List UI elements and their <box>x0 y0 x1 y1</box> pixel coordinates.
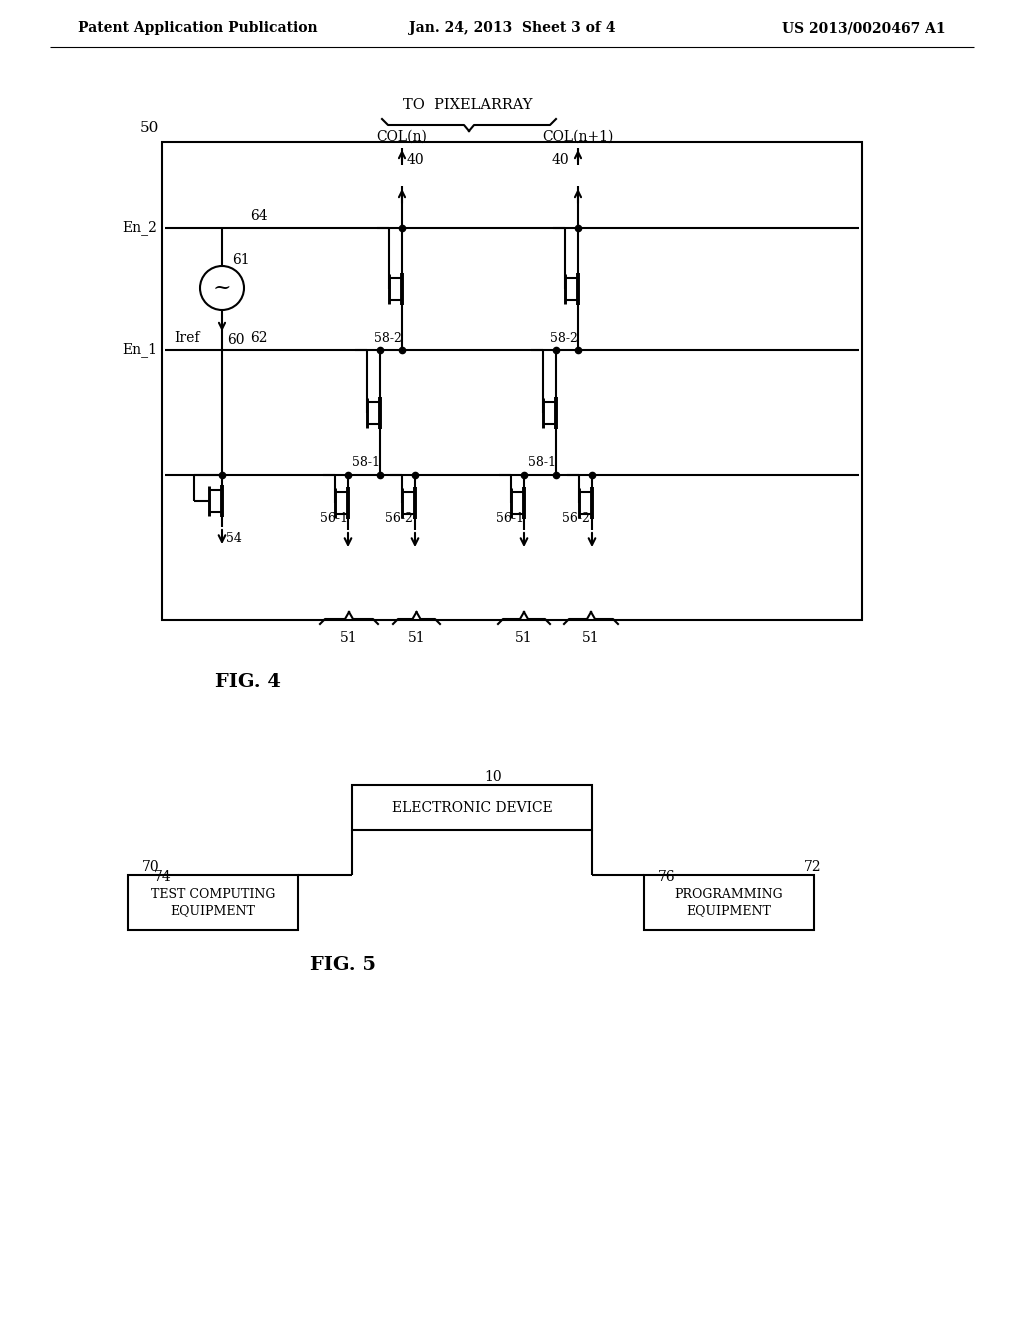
Text: 54: 54 <box>226 532 242 545</box>
Text: 58-2: 58-2 <box>550 331 578 345</box>
Text: 62: 62 <box>250 331 267 345</box>
Text: TEST COMPUTING: TEST COMPUTING <box>151 888 275 902</box>
Text: 70: 70 <box>142 861 160 874</box>
Text: 74: 74 <box>154 870 172 884</box>
Text: ~: ~ <box>213 277 231 300</box>
Text: COL(n): COL(n) <box>377 129 427 144</box>
Text: 58-2: 58-2 <box>374 331 401 345</box>
Bar <box>162 143 862 620</box>
Text: 58-1: 58-1 <box>528 457 556 470</box>
Bar <box>352 785 592 830</box>
Text: Patent Application Publication: Patent Application Publication <box>78 21 317 36</box>
Text: 72: 72 <box>804 861 821 874</box>
Text: FIG. 4: FIG. 4 <box>215 673 281 690</box>
Text: EQUIPMENT: EQUIPMENT <box>686 904 771 917</box>
Text: 64: 64 <box>250 209 267 223</box>
Text: PROGRAMMING: PROGRAMMING <box>675 888 783 902</box>
Text: 51: 51 <box>408 631 425 645</box>
Text: COL(n+1): COL(n+1) <box>543 129 613 144</box>
Bar <box>644 875 814 931</box>
Text: En_2: En_2 <box>122 220 157 235</box>
Text: 60: 60 <box>227 333 245 347</box>
Text: En_1: En_1 <box>122 343 157 358</box>
Bar <box>128 875 298 931</box>
Text: 40: 40 <box>407 153 425 168</box>
Text: 76: 76 <box>658 870 676 884</box>
Text: 51: 51 <box>515 631 532 645</box>
Text: 56-2: 56-2 <box>385 511 413 524</box>
Text: 56-2: 56-2 <box>562 511 590 524</box>
Text: 61: 61 <box>232 253 250 267</box>
Text: 51: 51 <box>583 631 600 645</box>
Text: ELECTRONIC DEVICE: ELECTRONIC DEVICE <box>391 800 552 814</box>
Text: 56-1: 56-1 <box>496 511 524 524</box>
Text: 40: 40 <box>552 153 569 168</box>
Text: EQUIPMENT: EQUIPMENT <box>171 904 255 917</box>
Text: TO  PIXELARRAY: TO PIXELARRAY <box>403 98 532 112</box>
Text: US 2013/0020467 A1: US 2013/0020467 A1 <box>782 21 946 36</box>
Text: 56-1: 56-1 <box>319 511 348 524</box>
Text: Jan. 24, 2013  Sheet 3 of 4: Jan. 24, 2013 Sheet 3 of 4 <box>409 21 615 36</box>
Text: 51: 51 <box>340 631 357 645</box>
Text: FIG. 5: FIG. 5 <box>310 956 376 974</box>
Text: 10: 10 <box>484 770 502 784</box>
Text: 58-1: 58-1 <box>352 457 380 470</box>
Text: Iref: Iref <box>174 331 200 345</box>
Text: 50: 50 <box>140 121 160 135</box>
